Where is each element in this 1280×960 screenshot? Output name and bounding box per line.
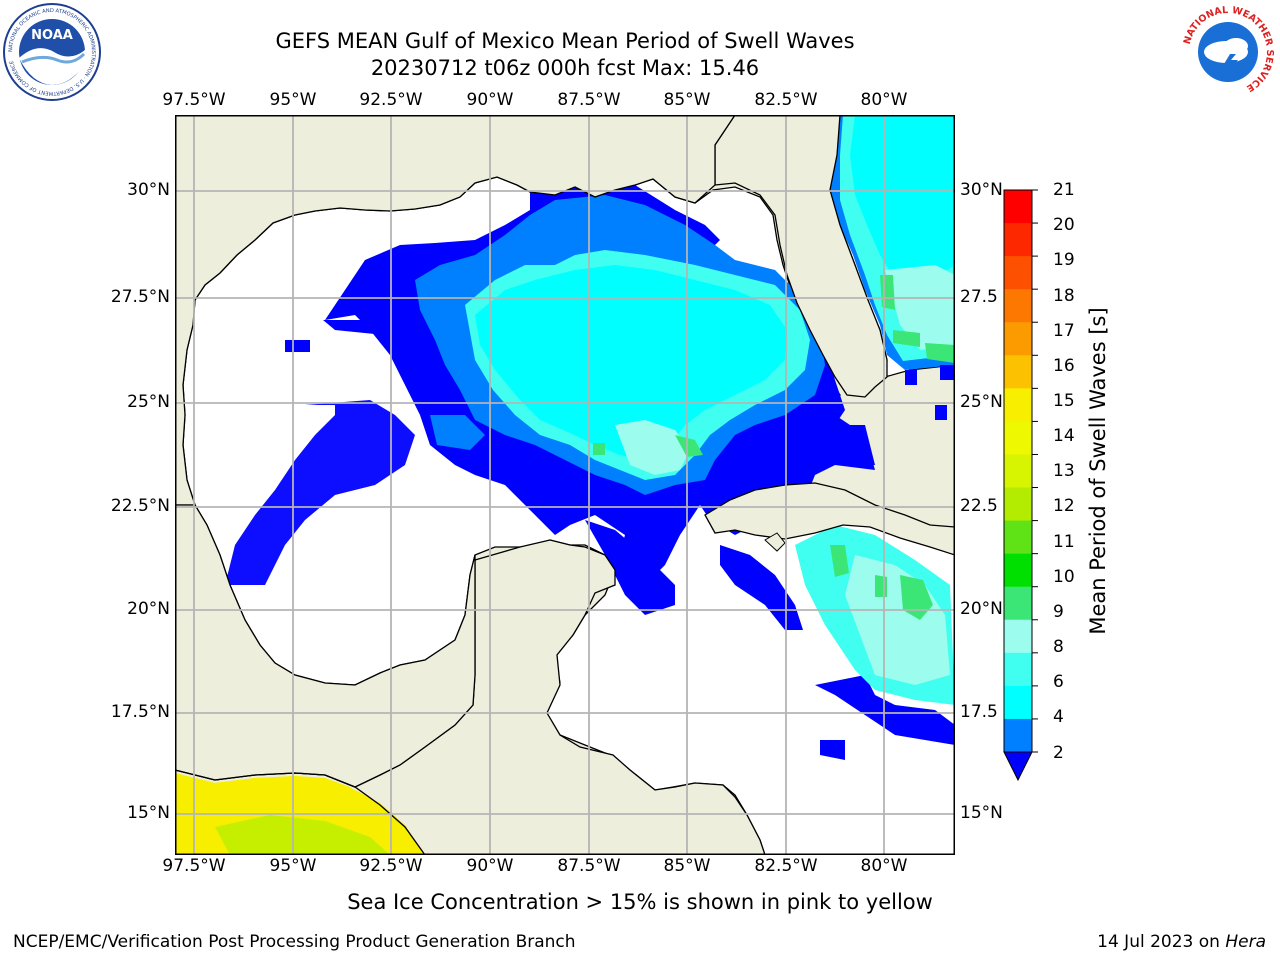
lon-label-bottom: 97.5°W xyxy=(162,856,226,876)
lon-label-bottom: 80°W xyxy=(860,856,908,876)
lat-label-left: 30°N xyxy=(127,180,170,200)
lat-label-left: 20°N xyxy=(127,599,170,619)
noaa-logo-text: NOAA xyxy=(31,28,73,43)
colorbar-swatch xyxy=(1004,619,1032,654)
lat-label-left: 17.5°N xyxy=(110,702,170,722)
colorbar-swatch xyxy=(1004,718,1032,753)
lon-label-bottom: 82.5°W xyxy=(754,856,818,876)
colorbar-tick: 4 xyxy=(1053,707,1064,727)
lon-label-top: 85°W xyxy=(663,90,711,110)
footer-date: 14 Jul 2023 on Hera xyxy=(1097,932,1266,952)
colorbar-tick: 12 xyxy=(1053,496,1075,516)
colorbar-swatch xyxy=(1004,586,1032,621)
colorbar-label: Mean Period of Swell Waves [s] xyxy=(1086,307,1110,635)
lat-label-right: 22.5 xyxy=(960,496,998,516)
colorbar-tick: 6 xyxy=(1053,672,1064,692)
cuba-land xyxy=(704,482,955,556)
lat-label-right: 27.5 xyxy=(960,287,998,307)
lon-label-top: 87.5°W xyxy=(557,90,621,110)
colorbar-swatch xyxy=(1004,520,1032,555)
map-subtitle: 20230712 t06z 000h fcst Max: 15.46 xyxy=(370,56,760,80)
colorbar-swatch xyxy=(1004,421,1032,455)
lon-label-bottom: 85°W xyxy=(663,856,711,876)
florida-land xyxy=(714,115,888,398)
lat-label-right: 17.5 xyxy=(960,702,998,722)
colorbar-tick: 11 xyxy=(1053,532,1075,552)
lon-label-top: 82.5°W xyxy=(754,90,818,110)
colorbar-tick: 19 xyxy=(1053,250,1075,270)
pacific-coast-line xyxy=(175,769,426,855)
colorbar-tick: 9 xyxy=(1053,602,1064,622)
lat-label-left: 25°N xyxy=(127,392,170,412)
graticule xyxy=(175,115,955,855)
colorbar-swatch xyxy=(1004,487,1032,522)
swell-period-field xyxy=(225,115,955,760)
colorbar-extend-arrow xyxy=(1003,751,1033,782)
colorbar-tick: 18 xyxy=(1053,286,1075,306)
us-coast-land xyxy=(175,115,736,506)
lon-label-bottom: 92.5°W xyxy=(359,856,423,876)
lon-label-top: 97.5°W xyxy=(162,90,226,110)
map-panel xyxy=(175,115,955,855)
colorbar-swatch xyxy=(1004,685,1032,720)
colorbar-swatch xyxy=(1004,355,1032,389)
lon-label-top: 95°W xyxy=(269,90,317,110)
colorbar-tick: 20 xyxy=(1053,215,1075,235)
lon-label-top: 92.5°W xyxy=(359,90,423,110)
colorbar xyxy=(1003,189,1038,782)
colorbar-swatch xyxy=(1004,223,1032,257)
colorbar-tick: 8 xyxy=(1053,637,1064,657)
map-frame xyxy=(175,115,955,855)
lon-label-top: 90°W xyxy=(466,90,514,110)
pacific-swell-final-green xyxy=(215,815,390,855)
lon-label-top: 80°W xyxy=(860,90,908,110)
colorbar-tick: 17 xyxy=(1053,321,1075,341)
lat-label-left: 22.5°N xyxy=(110,496,170,516)
lat-label-right: 25°N xyxy=(960,392,1003,412)
colorbar-tick: 15 xyxy=(1053,391,1075,411)
colorbar-swatch xyxy=(1004,454,1032,489)
nws-logo: NATIONAL WEATHER SERVICE xyxy=(1181,5,1275,99)
hispaniola-land xyxy=(764,532,786,552)
lat-label-left: 15°N xyxy=(127,803,170,823)
footer-credit: NCEP/EMC/Verification Post Processing Pr… xyxy=(13,932,576,952)
colorbar-swatch xyxy=(1004,652,1032,687)
lon-label-bottom: 90°W xyxy=(466,856,514,876)
colorbar-tick: 16 xyxy=(1053,356,1075,376)
lat-label-right: 20°N xyxy=(960,599,1003,619)
footer-host: Hera xyxy=(1225,932,1266,952)
sea-ice-note: Sea Ice Concentration > 15% is shown in … xyxy=(347,890,933,914)
colorbar-frame xyxy=(1003,189,1033,753)
colorbar-tick: 10 xyxy=(1053,567,1075,587)
map-title: GEFS MEAN Gulf of Mexico Mean Period of … xyxy=(275,29,855,53)
colorbar-tick: 14 xyxy=(1053,426,1075,446)
lon-label-bottom: 87.5°W xyxy=(557,856,621,876)
noaa-logo: NATIONAL OCEANIC AND ATMOSPHERIC ADMINIS… xyxy=(3,3,101,101)
colorbar-swatch xyxy=(1004,322,1032,356)
colorbar-swatch xyxy=(1004,289,1032,323)
colorbar-swatch xyxy=(1004,256,1032,290)
lat-label-right: 15°N xyxy=(960,803,1003,823)
colorbar-tick: 21 xyxy=(1053,180,1075,200)
footer-date-text: 14 Jul 2023 on xyxy=(1097,932,1226,952)
lat-label-right: 30°N xyxy=(960,180,1003,200)
colorbar-swatch xyxy=(1004,190,1032,224)
colorbar-swatch xyxy=(1004,553,1032,588)
lat-label-left: 27.5°N xyxy=(110,287,170,307)
colorbar-swatch xyxy=(1004,388,1032,422)
colorbar-tick: 13 xyxy=(1053,461,1075,481)
lon-label-bottom: 95°W xyxy=(269,856,317,876)
colorbar-tick: 2 xyxy=(1053,743,1064,763)
